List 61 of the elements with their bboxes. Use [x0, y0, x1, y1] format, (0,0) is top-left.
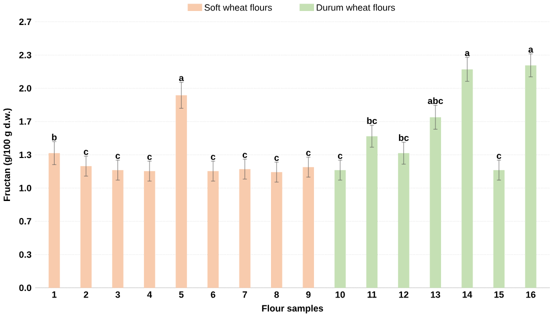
- bar: [80, 166, 92, 288]
- y-tick-label: 2.7: [19, 18, 32, 26]
- bar: [271, 172, 282, 288]
- bar: [430, 117, 442, 288]
- annotation: bc: [367, 117, 377, 124]
- x-tick-label: 14: [462, 292, 472, 298]
- y-tick-label: 0.3: [19, 251, 32, 258]
- y-tick-label: 0.7: [19, 218, 32, 225]
- x-tick-label: 13: [430, 292, 440, 298]
- annotation: a: [528, 48, 534, 53]
- bar: [176, 95, 187, 288]
- x-tick-label: 4: [147, 292, 152, 298]
- bar: [366, 136, 378, 288]
- annotation: a: [179, 76, 184, 82]
- bar: [334, 170, 346, 288]
- bar: [112, 170, 124, 288]
- bar: [525, 65, 536, 288]
- x-tick-label: 7: [242, 292, 247, 298]
- annotation: c: [496, 154, 502, 160]
- bar: [144, 171, 156, 288]
- x-tick-label: 9: [306, 292, 311, 298]
- bar: [207, 171, 219, 288]
- x-tick-label: 1: [52, 292, 57, 298]
- y-tick-label: 2.3: [19, 52, 32, 58]
- x-tick-label: 15: [494, 292, 504, 298]
- annotation: c: [274, 156, 279, 162]
- annotation: c: [242, 153, 248, 158]
- annotation: bc: [398, 134, 409, 142]
- x-tick-label: 16: [526, 292, 536, 298]
- x-tick-label: 5: [179, 292, 184, 298]
- annotation: c: [116, 154, 120, 160]
- x-tick-label: 12: [399, 292, 408, 298]
- y-tick-label: 0.0: [19, 284, 32, 292]
- annotation: c: [306, 151, 311, 156]
- annotation: abc: [428, 97, 444, 104]
- annotation: a: [464, 51, 470, 56]
- bar: [398, 153, 410, 288]
- legend-label: Durum wheat flours: [316, 4, 395, 11]
- annotation: c: [147, 155, 152, 160]
- annotation: c: [210, 155, 216, 160]
- bar: [48, 153, 60, 288]
- bar: [239, 169, 250, 288]
- x-tick-label: 10: [336, 292, 345, 298]
- y-tick-label: 1.0: [19, 184, 32, 192]
- x-tick-label: 2: [84, 292, 88, 298]
- x-axis-title: Flour samples: [262, 304, 324, 314]
- x-tick-label: 8: [274, 292, 279, 298]
- y-tick-label: 1.3: [19, 152, 32, 158]
- bar: [462, 69, 473, 288]
- y-tick-label: 1.7: [19, 118, 32, 125]
- x-tick-label: 6: [210, 292, 216, 298]
- annotation: b: [52, 134, 57, 141]
- bar: [493, 170, 505, 288]
- y-tick-label: 2.0: [19, 85, 32, 92]
- x-tick-label: 3: [115, 292, 120, 298]
- bar: [302, 167, 314, 288]
- annotation: c: [84, 150, 88, 156]
- legend-label: Soft wheat flours: [204, 4, 272, 11]
- x-tick-label: 11: [368, 292, 376, 298]
- annotation: c: [338, 154, 342, 160]
- y-axis-title: Fructan (g/100 g d.w.): [3, 108, 12, 202]
